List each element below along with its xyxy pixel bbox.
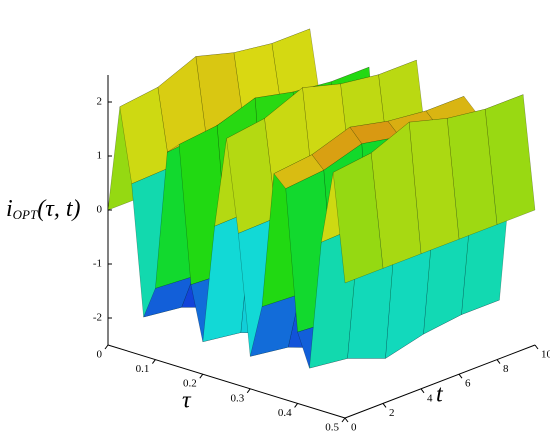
y-tick-label: 6 — [465, 378, 471, 390]
z-label-args: (τ, t) — [37, 196, 80, 222]
y-tick-label: 10 — [541, 349, 550, 361]
x-tick-label: 0.1 — [136, 363, 150, 375]
y-tick — [496, 359, 501, 364]
y-tick-label: 0 — [351, 422, 357, 434]
y-tick — [458, 373, 463, 379]
x-tick-label: 0 — [97, 349, 103, 361]
z-tick-label: -2 — [93, 312, 102, 324]
z-tick-label: -1 — [93, 258, 102, 270]
x-tick-label: 0.5 — [325, 422, 339, 434]
x-tick-label: 0.4 — [278, 407, 292, 419]
y-tick — [382, 403, 387, 408]
x-axis-label: τ — [182, 388, 192, 414]
y-axis-label: t — [436, 382, 444, 408]
y-tick — [344, 417, 349, 423]
z-tick-label: 0 — [97, 204, 103, 216]
y-tick-label: 4 — [427, 392, 433, 404]
z-tick-label: 2 — [97, 96, 103, 108]
x-tick — [104, 344, 109, 350]
y-tick — [534, 344, 539, 350]
x-tick — [341, 417, 346, 423]
x-tick-label: 0.2 — [183, 378, 197, 390]
y-tick — [420, 388, 425, 394]
z-label-sub: OPT — [13, 207, 38, 222]
y-tick-label: 2 — [389, 407, 395, 419]
z-axis-label: iOPT(τ, t) — [6, 196, 80, 222]
x-tick — [199, 373, 204, 379]
x-tick — [246, 388, 251, 394]
x-tick-label: 0.3 — [230, 392, 244, 404]
z-label-main: i — [6, 196, 13, 222]
y-tick-label: 8 — [503, 363, 509, 375]
z-tick-label: 1 — [97, 150, 103, 162]
x-tick — [294, 403, 299, 408]
x-tick — [151, 359, 156, 364]
y-axis — [344, 344, 536, 419]
surface-patch — [332, 152, 384, 284]
x-axis — [107, 344, 346, 419]
